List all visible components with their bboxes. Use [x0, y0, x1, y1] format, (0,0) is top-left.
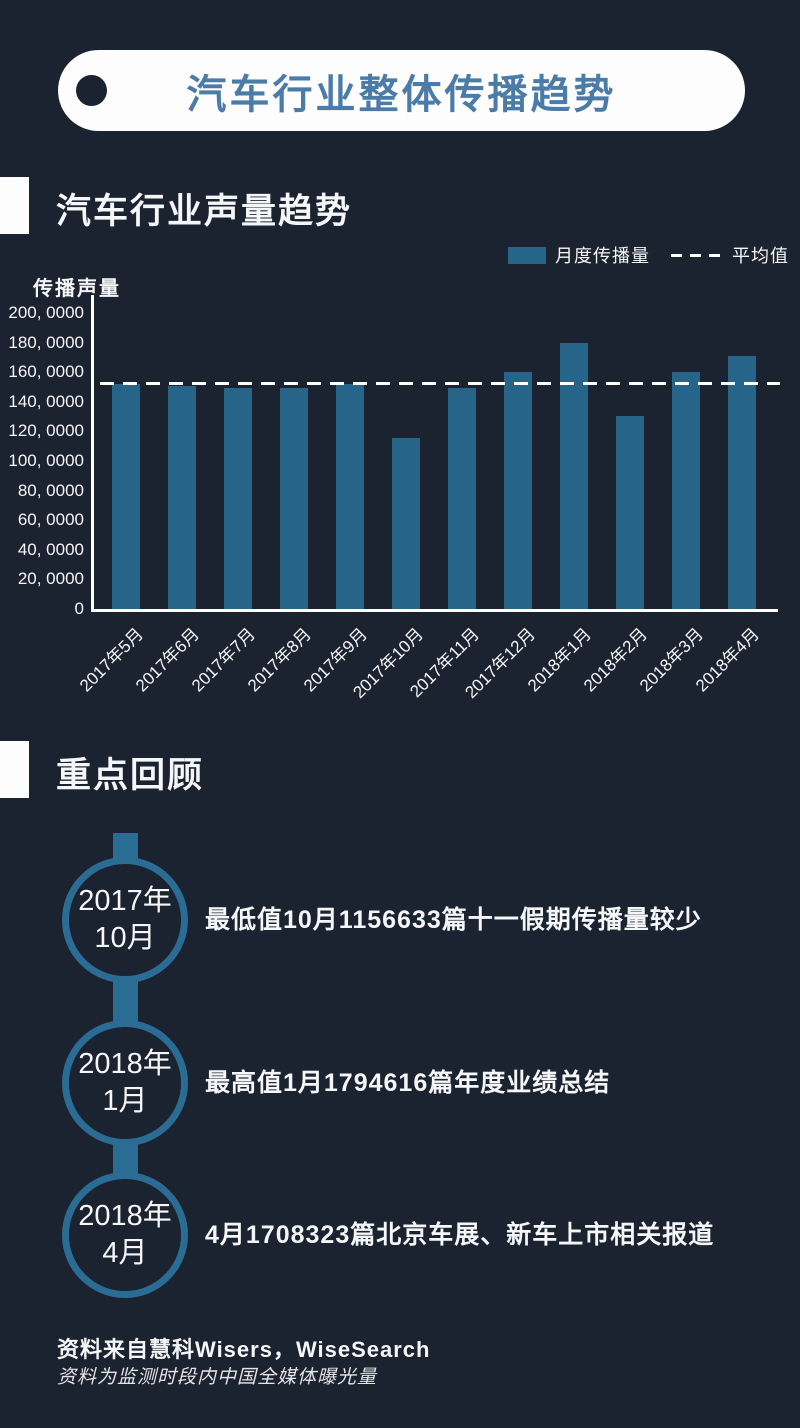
- data-source: 资料来自慧科Wisers，WiseSearch: [57, 1337, 431, 1362]
- timeline-node-2018-01: 2018年 1月: [62, 1020, 188, 1146]
- timeline-node-year: 2017年: [78, 885, 172, 917]
- timeline-item-text: 4月1708323篇北京车展、新车上市相关报道: [205, 1221, 715, 1249]
- header-pill: 汽车行业整体传播趋势: [58, 50, 745, 131]
- bar-2017年7月: [224, 388, 252, 609]
- average-line-sample-icon: [671, 253, 723, 257]
- bar-2017年11月: [448, 388, 476, 609]
- average-line-label: 平均值: [732, 246, 789, 266]
- timeline-node-month: 4月: [102, 1237, 148, 1269]
- page-title: 汽车行业整体传播趋势: [186, 72, 617, 117]
- bar-2018年1月: [560, 343, 588, 609]
- x-axis-line: [91, 609, 778, 612]
- bar-2017年8月: [280, 388, 308, 609]
- bar-2017年10月: [392, 438, 420, 609]
- y-tick-label: 180, 0000: [8, 332, 84, 352]
- y-tick-label: 120, 0000: [8, 421, 84, 441]
- bullet-dot-icon: [76, 75, 107, 106]
- timeline-item-text: 最低值10月1156633篇十一假期传播量较少: [205, 906, 702, 934]
- bar-chart: 200, 0000 180, 0000 160, 0000 140, 0000 120,…: [0, 240, 800, 720]
- data-source-note: 资料为监测时段内中国全媒体曝光量: [57, 1367, 378, 1388]
- y-tick-label: 40, 0000: [17, 539, 84, 559]
- chart-legend: 月度传播量 平均值: [508, 242, 789, 268]
- bar-2017年6月: [168, 386, 196, 609]
- review-section-title: 重点回顾: [56, 756, 205, 795]
- y-tick-label: 100, 0000: [8, 451, 84, 470]
- y-tick-label: 20, 0000: [17, 569, 84, 589]
- volume-section-title: 汽车行业声量趋势: [56, 192, 353, 231]
- timeline-item-text: 最高值1月1794616篇年度业绩总结: [205, 1069, 611, 1097]
- bar-2018年4月: [728, 356, 756, 609]
- timeline-node-year: 2018年: [78, 1048, 172, 1080]
- y-tick-label: 0: [74, 599, 84, 618]
- bar-2017年12月: [504, 372, 532, 609]
- bar-series-label: 月度传播量: [555, 246, 650, 266]
- y-tick-label: 60, 0000: [17, 510, 84, 530]
- timeline-node-2018-04: 2018年 4月: [62, 1172, 188, 1298]
- bar-2018年2月: [616, 416, 644, 609]
- bar-2018年3月: [672, 372, 700, 609]
- timeline-node-month: 1月: [102, 1085, 148, 1117]
- y-axis-line: [91, 295, 94, 612]
- average-line: [100, 382, 780, 385]
- section-marker-review: [0, 741, 29, 798]
- bar-series-swatch-icon: [508, 246, 546, 264]
- y-axis-title: 传播声量: [33, 278, 121, 300]
- section-marker-volume: [0, 177, 29, 234]
- bar-2017年9月: [336, 384, 364, 609]
- y-tick-label: 160, 0000: [8, 362, 84, 382]
- y-tick-label: 200, 0000: [8, 303, 84, 322]
- timeline-node-month: 10月: [94, 922, 156, 954]
- timeline-node-2017-10: 2017年 10月: [62, 857, 188, 983]
- y-tick-label: 80, 0000: [17, 480, 84, 500]
- timeline-node-year: 2018年: [78, 1200, 172, 1232]
- y-tick-label: 140, 0000: [8, 391, 84, 411]
- bar-2017年5月: [112, 384, 140, 609]
